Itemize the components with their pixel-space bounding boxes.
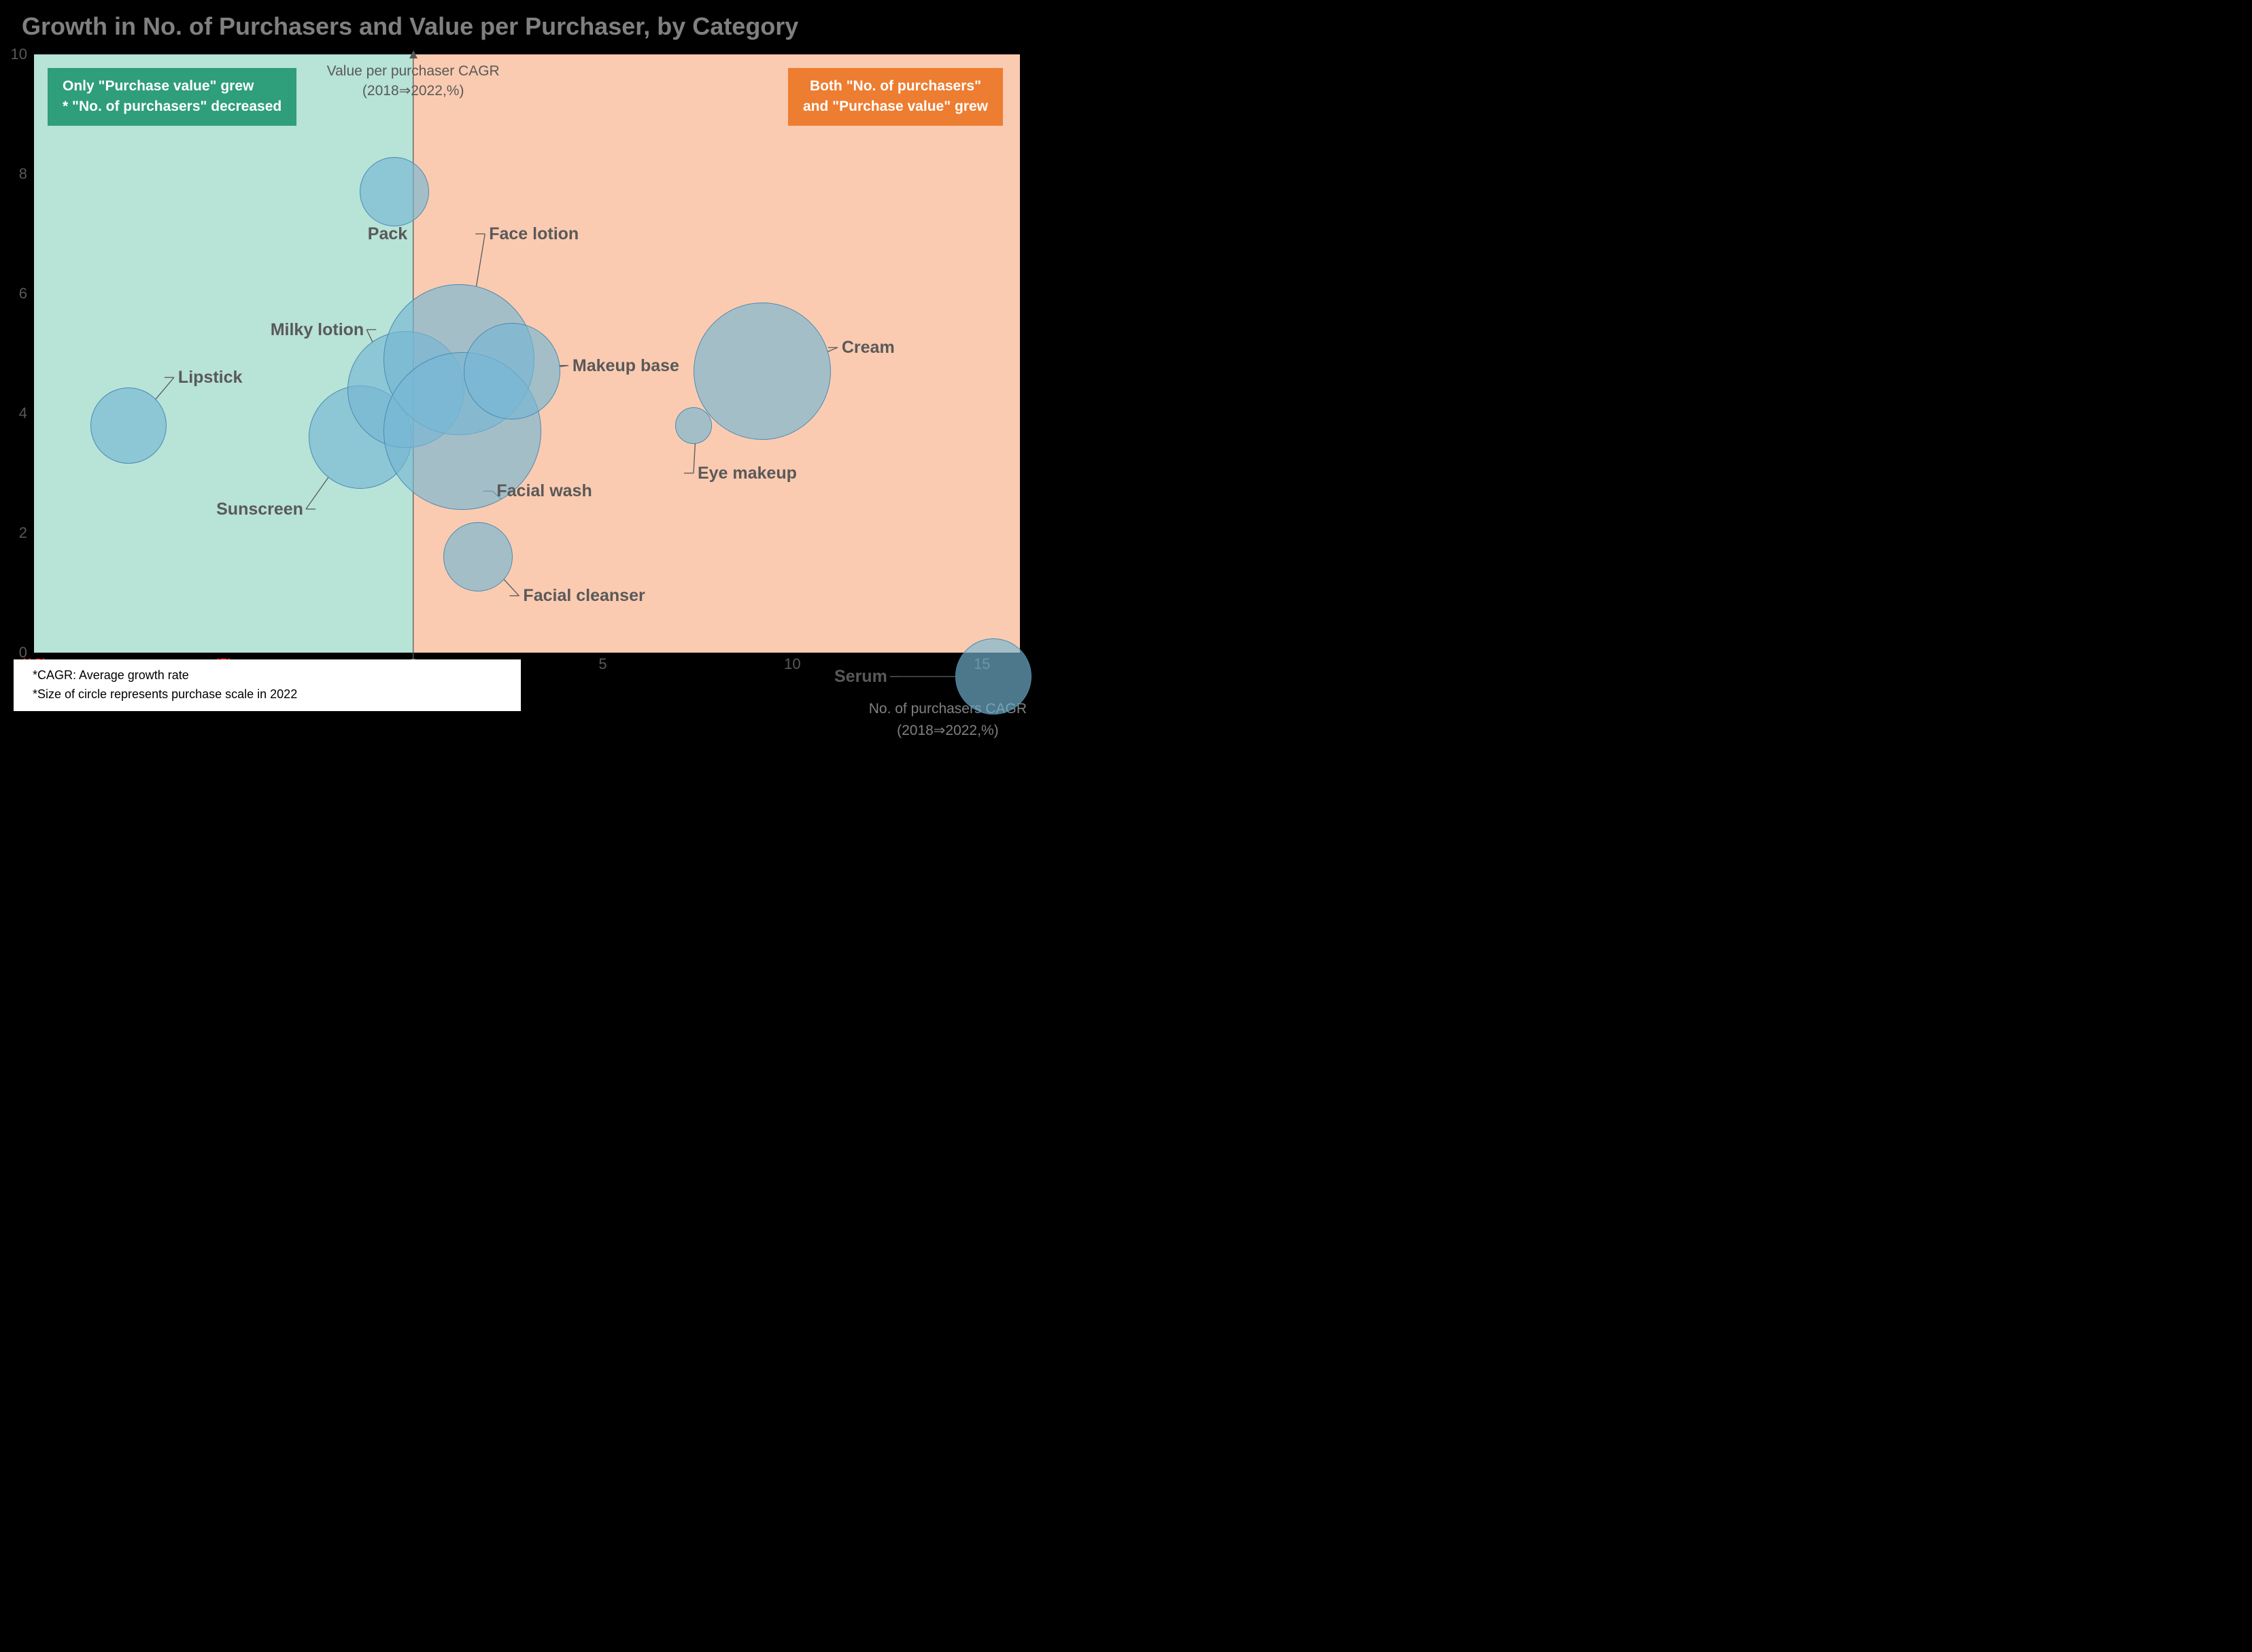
bubble-pack — [360, 157, 429, 226]
bubble-label: Serum — [834, 667, 887, 687]
quadrant-label-right: Both "No. of purchasers"and "Purchase va… — [788, 68, 1003, 126]
x-tick: 10 — [784, 653, 800, 673]
bubble-label: Eye makeup — [698, 464, 797, 483]
y-tick: 8 — [19, 165, 34, 183]
quadrant-label-left: Only "Purchase value" grew* "No. of purc… — [48, 68, 296, 126]
y-axis-label: Value per purchaser CAGR(2018⇒2022,%) — [327, 61, 500, 101]
bubble-label: Cream — [842, 338, 895, 358]
bubble-label: Facial wash — [496, 481, 592, 501]
bubble-label: Milky lotion — [271, 320, 364, 340]
x-tick: 5 — [598, 653, 607, 673]
chart-container: Growth in No. of Purchasers and Value pe… — [0, 0, 1061, 782]
chart-title: Growth in No. of Purchasers and Value pe… — [0, 0, 1061, 41]
y-tick: 10 — [11, 46, 34, 63]
bubble-serum — [955, 638, 1031, 715]
bubble-label: Pack — [368, 224, 407, 244]
bubble-cream — [694, 303, 831, 440]
bubble-label: Facial cleanser — [523, 586, 645, 606]
footnote-line2: *Size of circle represents purchase scal… — [33, 685, 502, 704]
y-tick: 4 — [19, 405, 34, 422]
bubble-label: Face lotion — [489, 224, 579, 244]
bubble-makeup-base — [464, 323, 560, 419]
bubble-label: Lipstick — [178, 368, 242, 388]
bubble-facial-cleanser — [443, 522, 513, 591]
bubble-lipstick — [90, 388, 167, 464]
y-tick: 6 — [19, 285, 34, 303]
bubble-label: Sunscreen — [216, 500, 303, 519]
y-tick: 2 — [19, 524, 34, 542]
footnote-line1: *CAGR: Average growth rate — [33, 666, 502, 685]
bubble-label: Makeup base — [573, 356, 679, 376]
footnote: *CAGR: Average growth rate *Size of circ… — [14, 659, 521, 711]
plot-area: Only "Purchase value" grew* "No. of purc… — [34, 54, 1020, 653]
